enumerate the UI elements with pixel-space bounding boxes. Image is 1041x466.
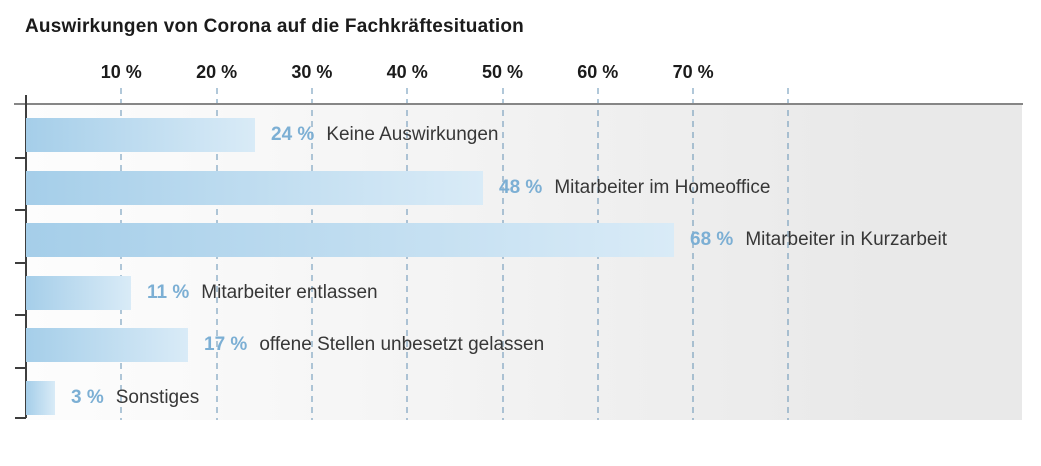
bar-value: 24 % — [271, 124, 315, 145]
x-tick-label: 70 % — [672, 62, 714, 82]
bar-value: 68 % — [690, 229, 734, 250]
bar-value: 11 % — [147, 281, 190, 303]
y-axis-tick — [15, 156, 26, 159]
bar-annotation: 11 % Mitarbeiter entlassen — [147, 276, 378, 310]
gridline — [787, 88, 790, 420]
bar-value: 3 % — [71, 386, 104, 408]
bar-annotation: 17 % offene Stellen unbesetzt gelassen — [204, 328, 544, 362]
y-axis-tick — [15, 314, 26, 316]
x-tick-label: 40 % — [386, 62, 428, 82]
bar — [26, 223, 674, 257]
bar-annotation: 3 % Sonstiges — [71, 381, 199, 415]
bar-annotation: 68 % Mitarbeiter in Kurzarbeit — [690, 223, 947, 257]
x-tick-label: 60 % — [577, 62, 619, 82]
bar-label: Mitarbeiter im Homeoffice — [554, 176, 771, 198]
y-axis-tick — [15, 366, 26, 369]
y-axis-tick — [15, 417, 26, 419]
bar — [26, 118, 255, 152]
bar-value: 17 % — [204, 334, 248, 355]
x-tick-label: 20 % — [196, 62, 238, 82]
gridline — [692, 88, 695, 420]
bar-label: offene Stellen unbesetzt gelassen — [259, 334, 545, 355]
x-axis-line — [14, 103, 1023, 105]
chart-title: Auswirkungen von Corona auf die Fachkräf… — [25, 16, 524, 37]
bar — [26, 170, 483, 205]
x-tick-label: 30 % — [291, 62, 333, 82]
bar-annotation: 24 % Keine Auswirkungen — [271, 118, 498, 152]
bar-label: Mitarbeiter in Kurzarbeit — [745, 229, 948, 250]
bar-label: Sonstiges — [115, 386, 200, 408]
y-axis-tick — [15, 209, 26, 211]
bar — [26, 328, 188, 362]
bar-value: 48 % — [499, 176, 543, 198]
bar-label: Mitarbeiter entlassen — [201, 281, 378, 303]
bar-annotation: 48 % Mitarbeiter im Homeoffice — [499, 171, 770, 205]
x-tick-label: 10 % — [100, 62, 142, 82]
plot-area — [26, 105, 1022, 420]
bar — [26, 380, 55, 415]
bar-label: Keine Auswirkungen — [326, 124, 499, 145]
x-tick-label: 50 % — [481, 62, 524, 82]
bar — [26, 275, 131, 310]
y-axis-tick — [15, 261, 26, 264]
